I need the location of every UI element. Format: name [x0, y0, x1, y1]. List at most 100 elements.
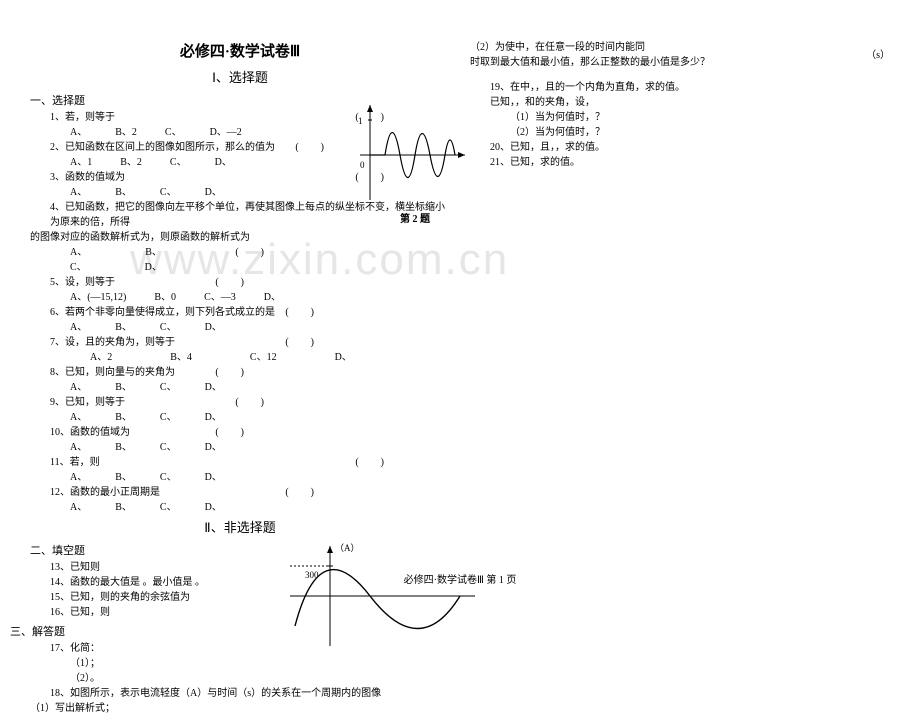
- q11-opts: A、B、C、D、: [70, 470, 450, 485]
- q2-d: D、: [215, 155, 232, 170]
- left-column: 必修四·数学试卷Ⅲ Ⅰ、选择题 一、选择题 1、若，则等于( ) A、B、2C、…: [0, 0, 460, 651]
- q2-c: C、: [170, 155, 187, 170]
- q2-text: 2、已知函数在区间上的图像如图所示，那么的值为: [50, 142, 275, 153]
- q7-paren: ( ): [285, 335, 320, 350]
- q3-b: B、: [115, 185, 132, 200]
- q7: 7、设，且的夹角为，则等于 ( ): [50, 335, 450, 350]
- wave-label: 第 2 题: [400, 210, 430, 225]
- q5: 5、设，则等于( ): [50, 275, 450, 290]
- q12-a: A、: [70, 500, 87, 515]
- q11: 11、若，则 ( ): [50, 455, 450, 470]
- q11-a: A、: [70, 470, 87, 485]
- svg-text:0: 0: [360, 160, 365, 170]
- q1-a: A、: [70, 125, 87, 140]
- q17-2: （2）。: [70, 671, 450, 686]
- q19a: 已知，，和的夹角，设，: [490, 95, 890, 110]
- sine-chart: （A） 300: [280, 541, 480, 651]
- q9-d: D、: [205, 410, 222, 425]
- q5-c: C、—3: [204, 290, 236, 305]
- q11-d: D、: [205, 470, 222, 485]
- q2-b: B、2: [120, 155, 142, 170]
- q12-opts: A、B、C、D、: [70, 500, 450, 515]
- q9-b: B、: [115, 410, 132, 425]
- q17-1: （1）；: [70, 656, 450, 671]
- q10-opts: A、 B、 C、 D、: [70, 440, 450, 455]
- q9-c: C、: [160, 410, 177, 425]
- q21: 21、已知，求的值。: [490, 155, 890, 170]
- q6-a: A、: [70, 320, 87, 335]
- val-300: 300: [305, 570, 319, 580]
- q5-b: B、0: [154, 290, 176, 305]
- q10-c: C、: [160, 440, 177, 455]
- r2: 时取到最大值和最小值，那么正整数的最小值是多少？: [470, 55, 890, 70]
- q10-d: D、: [205, 440, 222, 455]
- q4-c: C、: [70, 260, 87, 275]
- q10-paren: ( ): [215, 425, 250, 440]
- q9: 9、已知，则等于( ): [50, 395, 450, 410]
- q10-b: B、: [115, 440, 132, 455]
- q4-a: A、: [70, 245, 87, 260]
- q6: 6、若两个非零向量使得成立，则下列各式成立的是( ): [50, 305, 450, 320]
- q3-d: D、: [205, 185, 222, 200]
- q8-text: 8、已知，则向量与的夹角为: [50, 367, 175, 378]
- q12-c: C、: [160, 500, 177, 515]
- q8-c: C、: [160, 380, 177, 395]
- q18-1: （1）写出解析式；: [30, 701, 450, 716]
- q19c: （2）当为何值时，？: [510, 125, 890, 140]
- q3-c: C、: [160, 185, 177, 200]
- right-column: （2）为使中，在任意一段的时间内能同 时取到最大值和最小值，那么正整数的最小值是…: [460, 0, 920, 651]
- q1-c: C、: [165, 125, 182, 140]
- q7-c: C、12: [250, 350, 277, 365]
- q12-text: 12、函数的最小正周期是: [50, 487, 160, 498]
- q19: 19、在中，，且的一个内角为直角，求的值。: [490, 80, 890, 95]
- part1-title: Ⅰ、选择题: [30, 67, 450, 86]
- doc-title: 必修四·数学试卷Ⅲ: [30, 40, 450, 61]
- q2-paren: ( ): [295, 140, 330, 155]
- q4-paren: ( ): [235, 245, 270, 260]
- q7-a: A、2: [90, 350, 112, 365]
- q8-d: D、: [205, 380, 222, 395]
- q6-c: C、: [160, 320, 177, 335]
- q3-text: 3、函数的值域为: [50, 172, 125, 183]
- q10-text: 10、函数的值域为: [50, 427, 130, 438]
- r1: （2）为使中，在任意一段的时间内能同: [470, 40, 890, 55]
- svg-text:1: 1: [358, 116, 363, 126]
- q8-opts: A、B、C、D、: [70, 380, 450, 395]
- q1-text: 1、若，则等于: [50, 112, 115, 123]
- q18: 18、如图所示，表示电流轻度（A）与时间（s）的关系在一个周期内的图像: [50, 686, 450, 701]
- q11-paren: ( ): [355, 455, 390, 470]
- q9-paren: ( ): [235, 395, 270, 410]
- q4-b: B、: [145, 245, 162, 260]
- q12: 12、函数的最小正周期是( ): [50, 485, 450, 500]
- q7-d: D、: [335, 350, 352, 365]
- q8: 8、已知，则向量与的夹角为 ( ): [50, 365, 450, 380]
- q3-a: A、: [70, 185, 87, 200]
- q10-a: A、: [70, 440, 87, 455]
- q8-paren: ( ): [215, 365, 250, 380]
- axis-a-label: （A）: [335, 543, 360, 553]
- q9-opts: A、 B、 C、 D、: [70, 410, 450, 425]
- q1-d: D、—2: [210, 125, 242, 140]
- q10: 10、函数的值域为 ( ): [50, 425, 450, 440]
- q11-text: 11、若，则: [50, 457, 100, 468]
- q7-text: 7、设，且的夹角为，则等于: [50, 337, 175, 348]
- q6-text: 6、若两个非零向量使得成立，则下列各式成立的是: [50, 307, 275, 318]
- q5-text: 5、设，则等于: [50, 277, 115, 288]
- q5-opts: A、(—15,12)B、0C、—3D、: [70, 290, 450, 305]
- q4-line2: 的图像对应的函数解析式为，则原函数的解析式为( ): [30, 230, 450, 245]
- q6-opts: A、 B、 C、 D、: [70, 320, 450, 335]
- s-unit: （s）: [866, 46, 890, 61]
- q20: 20、已知，且，，求的值。: [490, 140, 890, 155]
- q6-d: D、: [205, 320, 222, 335]
- q5-d: D、: [264, 290, 281, 305]
- q1-b: B、2: [115, 125, 137, 140]
- q8-a: A、: [70, 380, 87, 395]
- q6-b: B、: [115, 320, 132, 335]
- q4-d: D、: [145, 260, 162, 275]
- q11-b: B、: [115, 470, 132, 485]
- wave-chart: 0 1: [350, 100, 470, 210]
- q12-d: D、: [205, 500, 222, 515]
- q9-a: A、: [70, 410, 87, 425]
- q4-opts2: C、 D、: [70, 260, 450, 275]
- part2-title: Ⅱ、非选择题: [30, 517, 450, 536]
